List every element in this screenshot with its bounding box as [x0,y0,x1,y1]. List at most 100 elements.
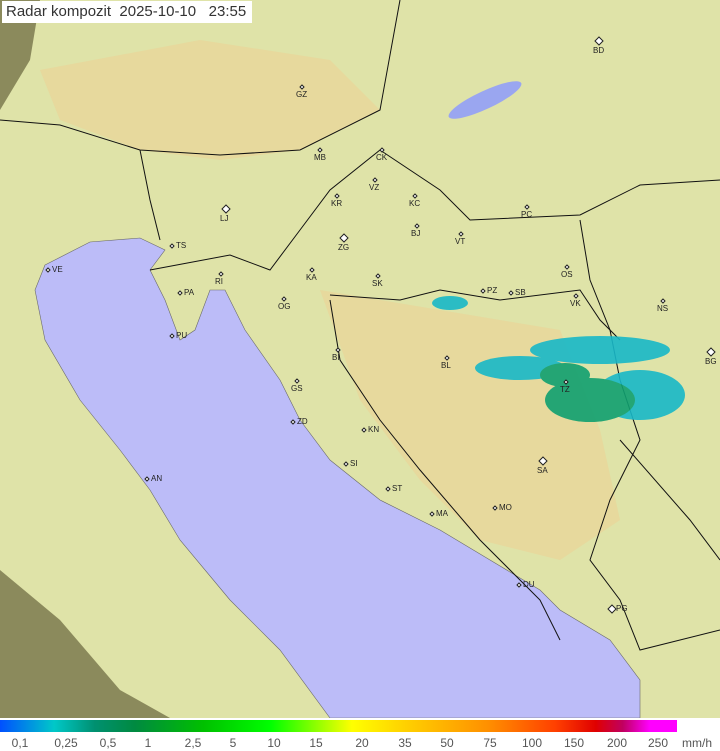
city-marker [218,271,224,277]
city-label: TZ [560,385,570,394]
city-label: BG [705,357,717,366]
legend-tick: 10 [267,736,281,750]
city-label: PZ [487,286,498,295]
legend-tick: 50 [440,736,454,750]
city-marker [508,290,514,296]
city-marker [317,147,323,153]
city-marker [281,296,287,302]
city-marker [299,84,305,90]
title-label: Radar kompozit [6,3,112,20]
city-marker [309,267,315,273]
radar-map [0,0,720,718]
city-label: MA [436,509,448,518]
city-label: DU [523,580,535,589]
city-marker [290,419,296,425]
city-marker [361,427,367,433]
city-marker [412,193,418,199]
city-label: PA [184,288,195,297]
city-marker [444,355,450,361]
city-marker [294,378,300,384]
city-label: SA [537,466,548,475]
city-label: BJ [411,229,421,238]
city-label: SB [515,288,526,297]
city-label: VZ [369,183,380,192]
city-marker [169,333,175,339]
city-marker [660,298,666,304]
legend-color-scale [0,720,677,732]
legend-tick: 0,1 [11,736,29,750]
legend-tick: 20 [355,736,369,750]
legend-tick: 0,5 [99,736,117,750]
city-marker [45,267,51,273]
city-label: OS [561,270,573,279]
city-marker [706,347,716,357]
city-label: PU [176,331,188,340]
city-label: NS [657,304,669,313]
city-label: KN [368,425,380,434]
city-marker [334,193,340,199]
legend-tick: 250 [647,736,669,750]
city-label: ZG [338,243,350,252]
city-marker [480,288,486,294]
borders [0,0,720,651]
city-marker [221,204,231,214]
lake-balaton [448,81,522,119]
city-label: TS [176,241,187,250]
city-label: PG [616,604,628,613]
legend-tick: 1 [144,736,152,750]
city-marker [385,486,391,492]
city-label: RI [215,277,223,286]
city-marker [564,264,570,270]
city-label: GZ [296,90,308,99]
city-label: CK [376,153,388,162]
city-marker [492,505,498,511]
city-label: VT [455,237,466,246]
city-marker [375,273,381,279]
title-date: 2025-10-10 [119,3,197,20]
legend-tick: 100 [521,736,543,750]
city-marker [343,461,349,467]
city-marker [372,177,378,183]
legend-tick: 75 [483,736,497,750]
city-marker [339,233,349,243]
legend-unit: mm/h [682,736,712,750]
legend-tick: 5 [229,736,237,750]
city-label: SK [372,279,383,288]
city-markers [45,36,716,614]
legend-tick: 15 [309,736,323,750]
city-marker [177,290,183,296]
city-label: ST [392,484,403,493]
city-label: KA [306,273,317,282]
precipitation [432,296,685,422]
city-marker [379,147,385,153]
legend-tick: 150 [563,736,585,750]
city-marker [594,36,604,46]
city-marker [573,293,579,299]
city-marker [335,347,341,353]
city-label: BD [593,46,605,55]
city-marker [524,204,530,210]
city-label: MB [314,153,326,162]
city-marker [458,231,464,237]
adriatic-sea [34,237,641,718]
city-label: AN [151,474,163,483]
legend-tick: 2,5 [184,736,202,750]
city-marker [169,243,175,249]
city-marker [563,379,569,385]
legend-tick: 35 [398,736,412,750]
city-marker [144,476,150,482]
city-label: LJ [220,214,229,223]
city-label: BL [441,361,451,370]
city-label: GS [291,384,303,393]
city-marker [607,604,617,614]
city-label: OG [278,302,291,311]
title-time: 23:55 [208,3,247,20]
city-marker [516,582,522,588]
city-label: VK [570,299,581,308]
legend-tick: 200 [606,736,628,750]
legend-tick: 0,25 [54,736,78,750]
city-label: KR [331,199,343,208]
city-label: BI [332,353,340,362]
city-label: ZD [297,417,308,426]
city-label: SI [350,459,358,468]
